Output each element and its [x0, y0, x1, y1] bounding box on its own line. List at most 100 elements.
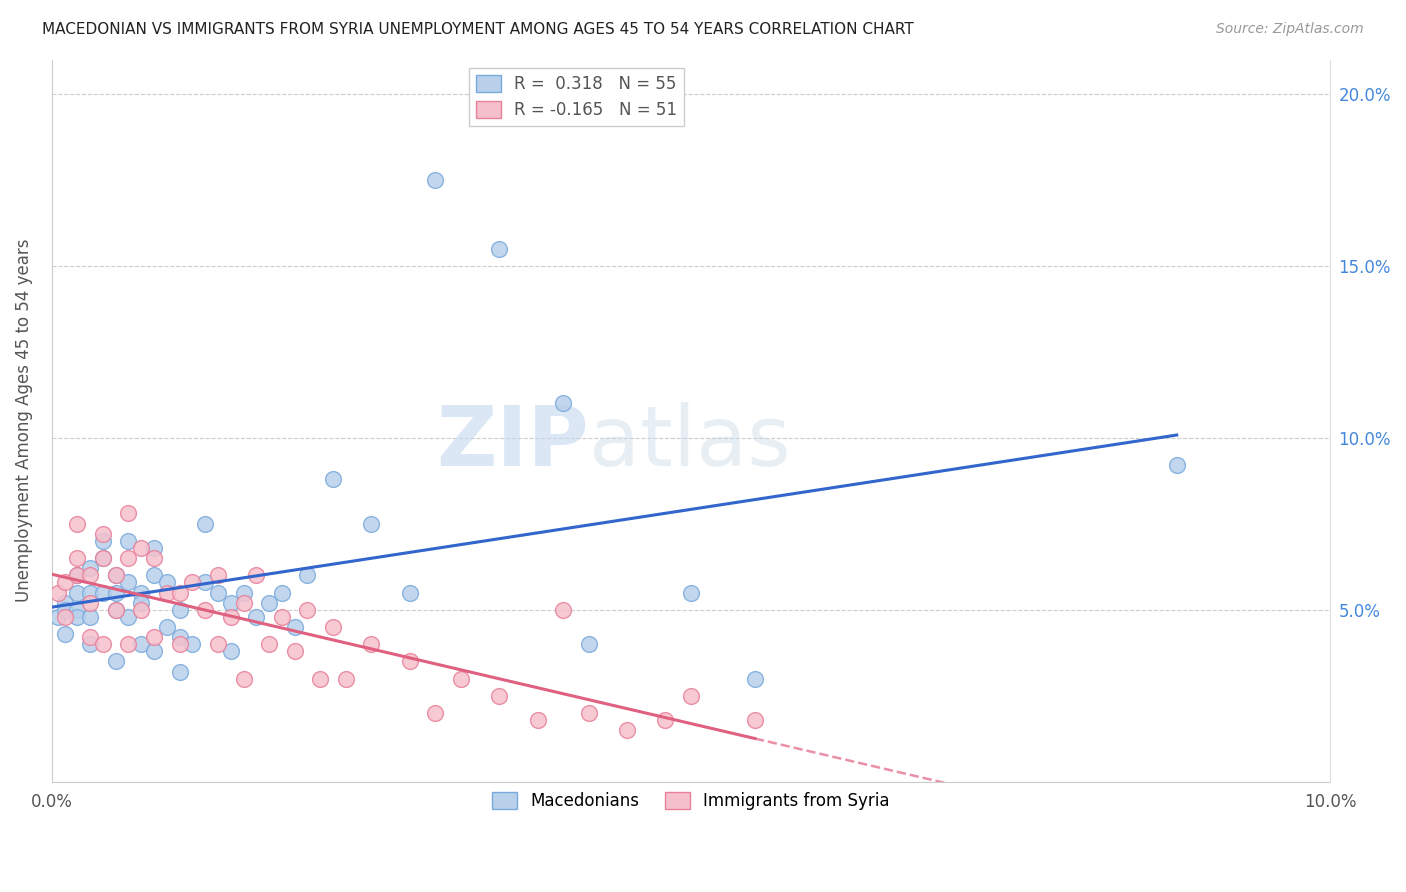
Point: [219, 644, 242, 658]
Point: [169, 603, 191, 617]
Point: [156, 585, 179, 599]
Point: [284, 620, 307, 634]
Point: [553, 396, 575, 410]
Text: atlas: atlas: [589, 401, 790, 483]
Point: [66, 516, 89, 531]
Point: [79, 568, 101, 582]
Point: [117, 609, 139, 624]
Point: [91, 551, 114, 566]
Point: [104, 568, 127, 582]
Point: [66, 609, 89, 624]
Point: [169, 665, 191, 679]
Point: [53, 603, 76, 617]
Point: [53, 627, 76, 641]
Point: [104, 603, 127, 617]
Point: [169, 637, 191, 651]
Point: [309, 672, 332, 686]
Point: [257, 637, 280, 651]
Point: [79, 585, 101, 599]
Point: [553, 603, 575, 617]
Point: [104, 568, 127, 582]
Point: [284, 644, 307, 658]
Point: [66, 551, 89, 566]
Point: [104, 585, 127, 599]
Point: [117, 575, 139, 590]
Point: [526, 713, 548, 727]
Point: [91, 585, 114, 599]
Point: [245, 568, 267, 582]
Point: [66, 568, 89, 582]
Point: [194, 603, 217, 617]
Point: [654, 713, 676, 727]
Point: [232, 672, 254, 686]
Point: [219, 609, 242, 624]
Point: [181, 637, 204, 651]
Text: ZIP: ZIP: [436, 401, 589, 483]
Text: MACEDONIAN VS IMMIGRANTS FROM SYRIA UNEMPLOYMENT AMONG AGES 45 TO 54 YEARS CORRE: MACEDONIAN VS IMMIGRANTS FROM SYRIA UNEM…: [42, 22, 914, 37]
Point: [91, 533, 114, 548]
Point: [129, 603, 152, 617]
Point: [79, 596, 101, 610]
Point: [578, 706, 600, 720]
Point: [143, 630, 166, 644]
Point: [117, 507, 139, 521]
Point: [425, 706, 447, 720]
Point: [129, 585, 152, 599]
Point: [143, 568, 166, 582]
Point: [169, 630, 191, 644]
Point: [322, 472, 344, 486]
Point: [46, 609, 69, 624]
Point: [66, 568, 89, 582]
Point: [219, 596, 242, 610]
Point: [488, 689, 510, 703]
Point: [270, 585, 292, 599]
Point: [66, 585, 89, 599]
Point: [232, 596, 254, 610]
Point: [425, 173, 447, 187]
Point: [79, 630, 101, 644]
Point: [398, 654, 420, 668]
Point: [66, 603, 89, 617]
Point: [207, 637, 229, 651]
Point: [322, 620, 344, 634]
Point: [679, 585, 702, 599]
Point: [143, 541, 166, 555]
Point: [53, 596, 76, 610]
Point: [194, 516, 217, 531]
Point: [360, 516, 382, 531]
Point: [207, 568, 229, 582]
Point: [129, 596, 152, 610]
Point: [104, 654, 127, 668]
Point: [488, 242, 510, 256]
Point: [1166, 458, 1188, 473]
Legend: Macedonians, Immigrants from Syria: Macedonians, Immigrants from Syria: [485, 785, 896, 817]
Point: [129, 637, 152, 651]
Point: [117, 533, 139, 548]
Text: Source: ZipAtlas.com: Source: ZipAtlas.com: [1216, 22, 1364, 37]
Point: [450, 672, 472, 686]
Point: [245, 609, 267, 624]
Point: [53, 609, 76, 624]
Point: [360, 637, 382, 651]
Point: [679, 689, 702, 703]
Point: [53, 575, 76, 590]
Point: [143, 551, 166, 566]
Point: [91, 637, 114, 651]
Point: [117, 551, 139, 566]
Y-axis label: Unemployment Among Ages 45 to 54 years: Unemployment Among Ages 45 to 54 years: [15, 239, 32, 602]
Point: [398, 585, 420, 599]
Point: [194, 575, 217, 590]
Point: [270, 609, 292, 624]
Point: [257, 596, 280, 610]
Point: [232, 585, 254, 599]
Point: [616, 723, 638, 738]
Point: [91, 527, 114, 541]
Point: [181, 575, 204, 590]
Point: [297, 603, 319, 617]
Point: [79, 609, 101, 624]
Point: [79, 561, 101, 575]
Point: [578, 637, 600, 651]
Point: [91, 551, 114, 566]
Point: [744, 672, 766, 686]
Point: [156, 575, 179, 590]
